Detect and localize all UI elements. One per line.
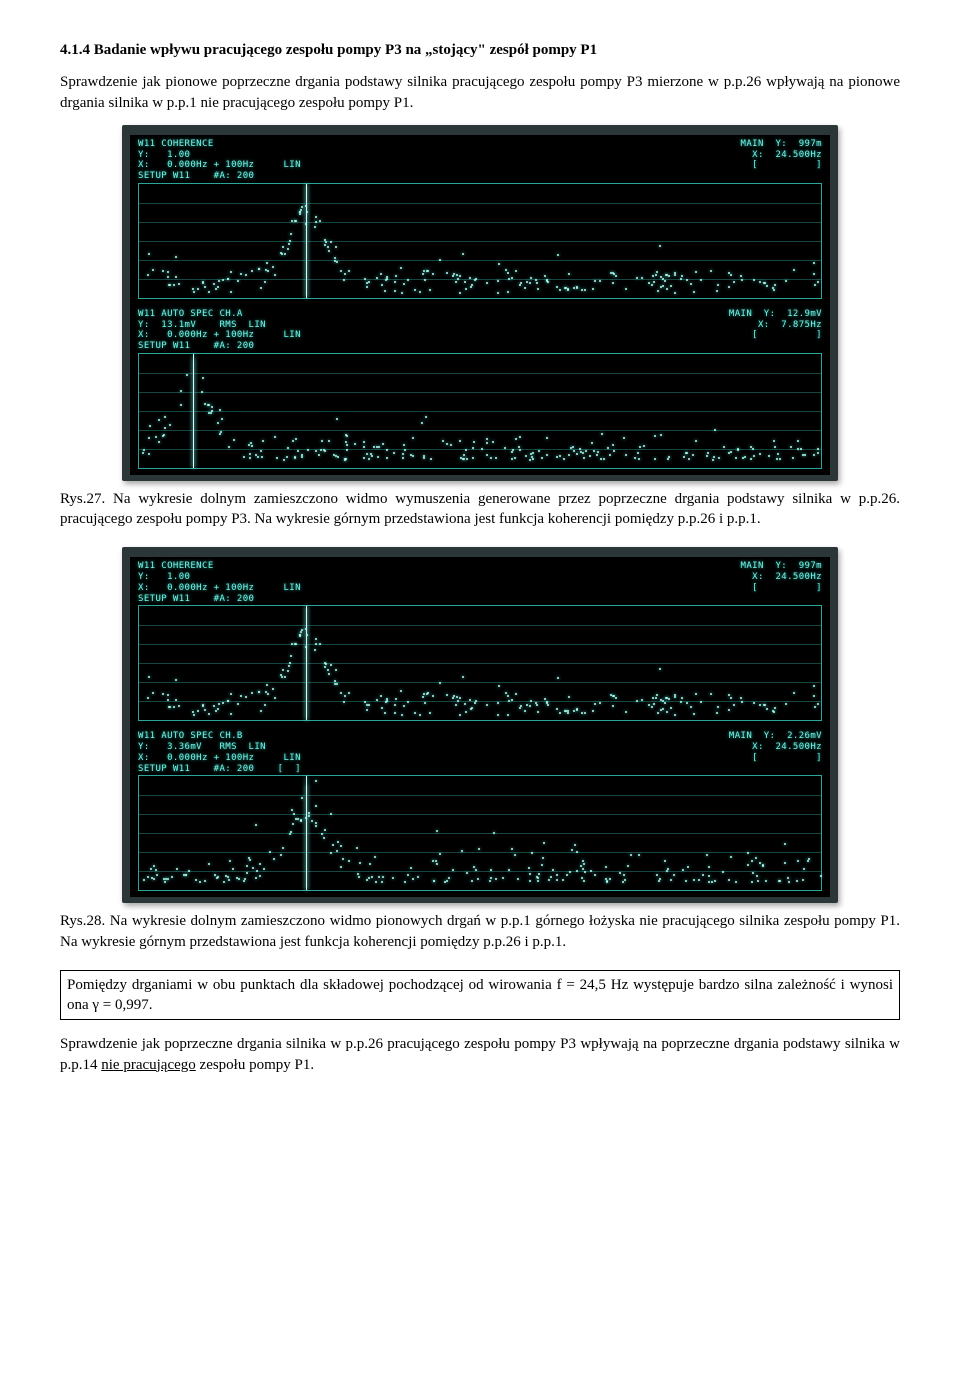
fig28-bottom-panel: W11 AUTO SPEC CH.B Y: 3.36mV RMS LIN X: … <box>130 727 830 897</box>
fig27-bottom-header-left: W11 AUTO SPEC CH.A Y: 13.1mV RMS LIN X: … <box>138 309 301 352</box>
fig27-bottom-plot <box>138 353 822 469</box>
closing-underlined: nie pracującego <box>101 1057 196 1073</box>
fig28-top-plot <box>138 605 822 721</box>
intro-paragraph: Sprawdzenie jak pionowe poprzeczne drgan… <box>60 72 900 113</box>
fig28-bottom-header-left: W11 AUTO SPEC CH.B Y: 3.36mV RMS LIN X: … <box>138 731 301 774</box>
figure-28-caption-label: Rys.28. <box>60 913 105 929</box>
fig27-bottom-panel: W11 AUTO SPEC CH.A Y: 13.1mV RMS LIN X: … <box>130 305 830 475</box>
fig27-top-panel: W11 COHERENCE Y: 1.00 X: 0.000Hz + 100Hz… <box>130 135 830 305</box>
fig28-bottom-header-right: MAIN Y: 2.26mV X: 24.500Hz [ ] <box>729 731 822 763</box>
fig28-bottom-plot <box>138 775 822 891</box>
figure-28-caption: Rys.28. Na wykresie dolnym zamieszczono … <box>60 911 900 952</box>
fig28-top-header-right: MAIN Y: 997m X: 24.500Hz [ ] <box>741 561 822 593</box>
figure-27-caption-label: Rys.27. <box>60 491 105 507</box>
fig27-top-header-right: MAIN Y: 997m X: 24.500Hz [ ] <box>741 139 822 171</box>
section-heading: 4.1.4 Badanie wpływu pracującego zespołu… <box>60 40 900 60</box>
closing-p1b: zespołu pompy P1. <box>196 1057 314 1073</box>
fig27-top-header-left: W11 COHERENCE Y: 1.00 X: 0.000Hz + 100Hz… <box>138 139 301 182</box>
boxed-conclusion: Pomiędzy drganiami w obu punktach dla sk… <box>60 970 900 1021</box>
figure-27-caption: Rys.27. Na wykresie dolnym zamieszczono … <box>60 489 900 530</box>
fig28-top-panel: W11 COHERENCE Y: 1.00 X: 0.000Hz + 100Hz… <box>130 557 830 727</box>
figure-27: W11 COHERENCE Y: 1.00 X: 0.000Hz + 100Hz… <box>122 125 838 481</box>
figure-27-caption-text: Na wykresie dolnym zamieszczono widmo wy… <box>60 491 900 527</box>
figure-28: W11 COHERENCE Y: 1.00 X: 0.000Hz + 100Hz… <box>122 547 838 903</box>
fig27-top-plot <box>138 183 822 299</box>
fig27-bottom-header-right: MAIN Y: 12.9mV X: 7.875Hz [ ] <box>729 309 822 341</box>
fig28-top-header-left: W11 COHERENCE Y: 1.00 X: 0.000Hz + 100Hz… <box>138 561 301 604</box>
figure-28-caption-text: Na wykresie dolnym zamieszczono widmo pi… <box>60 913 900 949</box>
closing-paragraph: Sprawdzenie jak poprzeczne drgania silni… <box>60 1034 900 1075</box>
